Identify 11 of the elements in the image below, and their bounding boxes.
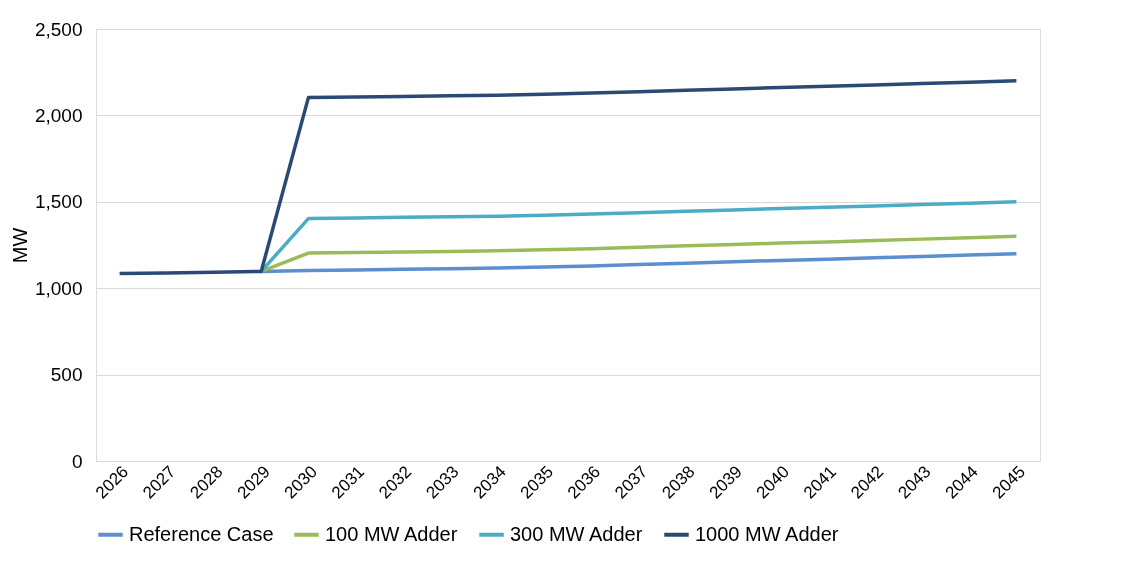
y-tick-label: 1,500	[34, 191, 83, 213]
y-tick-label: 2,500	[34, 18, 83, 40]
legend-label: 1000 MW Adder	[695, 522, 839, 545]
legend-label: 100 MW Adder	[325, 522, 458, 545]
y-axis-title: MW	[8, 227, 31, 264]
legend-label: 300 MW Adder	[510, 522, 643, 545]
y-tick-label: 500	[50, 364, 83, 386]
y-tick-label: 0	[71, 450, 83, 472]
y-tick-label: 2,000	[34, 104, 83, 126]
y-tick-label: 1,000	[34, 277, 83, 299]
legend-label: Reference Case	[129, 522, 274, 545]
